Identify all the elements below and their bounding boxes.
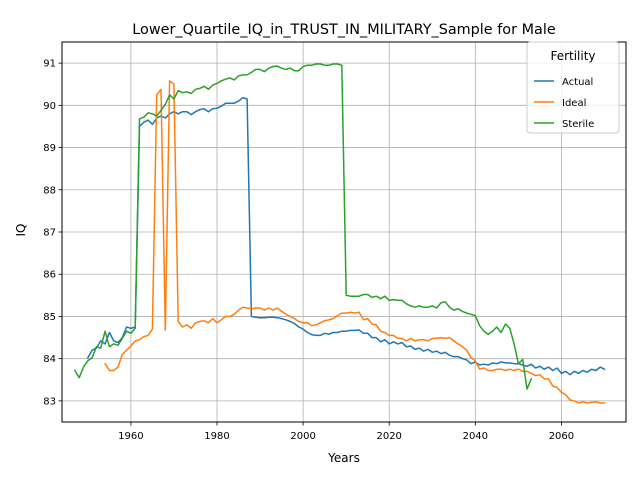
x-tick-label: 2000 — [290, 431, 315, 442]
y-tick-label: 87 — [43, 228, 56, 239]
x-axis-ticks: 1960 1980 2000 2020 2040 2060 — [118, 422, 574, 442]
legend-label-sterile: Sterile — [562, 119, 594, 130]
grid-lines — [62, 42, 626, 422]
y-tick-label: 88 — [43, 185, 56, 196]
series-line-sterile — [73, 63, 533, 390]
legend: Fertility Actual Ideal Sterile — [526, 41, 620, 134]
x-tick-label: 2040 — [463, 431, 488, 442]
x-axis-label: Years — [327, 451, 360, 465]
x-tick-label: 1980 — [204, 431, 229, 442]
y-tick-label: 85 — [43, 312, 56, 323]
y-axis-ticks: 83 84 85 86 87 88 89 90 91 — [43, 59, 62, 407]
series-line-ideal — [104, 80, 606, 404]
x-tick-label: 2060 — [549, 431, 574, 442]
legend-title: Fertility — [550, 49, 595, 63]
y-tick-label: 86 — [43, 270, 56, 281]
y-tick-label: 89 — [43, 143, 56, 154]
y-tick-label: 90 — [43, 101, 56, 112]
plot-lines — [73, 63, 606, 404]
x-tick-label: 1960 — [118, 431, 143, 442]
legend-label-ideal: Ideal — [562, 98, 586, 109]
legend-box — [526, 41, 620, 134]
y-tick-label: 91 — [43, 59, 56, 70]
x-tick-label: 2020 — [376, 431, 401, 442]
legend-label-actual: Actual — [562, 77, 593, 88]
chart-title: Lower_Quartile_IQ_in_TRUST_IN_MILITARY_S… — [132, 22, 556, 38]
y-axis-label: IQ — [14, 224, 28, 237]
y-tick-label: 84 — [43, 354, 56, 365]
y-tick-label: 83 — [43, 396, 56, 407]
